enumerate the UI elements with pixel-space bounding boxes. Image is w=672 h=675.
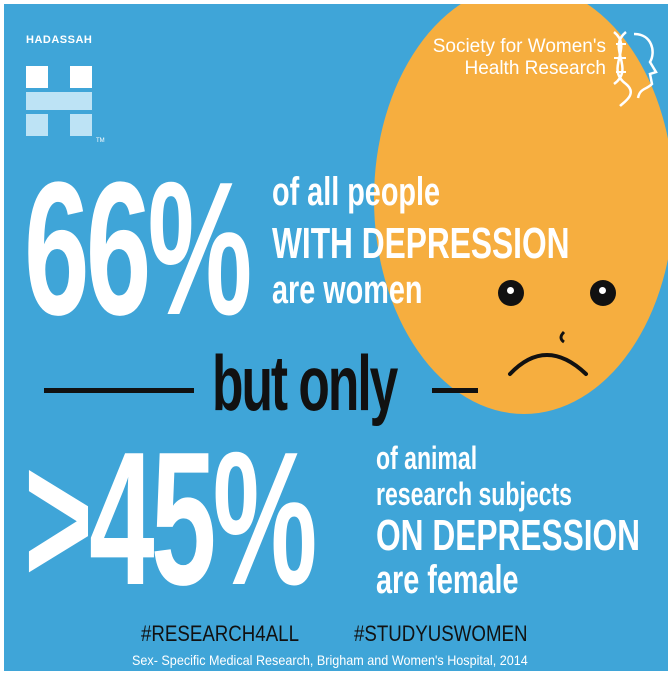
swhr-line-2: Health Research	[464, 58, 606, 79]
swhr-line-1: Society for Women's	[432, 36, 606, 57]
swhr-wordmark: Society for Women's Health Research	[433, 36, 606, 80]
infographic-poster: HADASSAH TM Society for Women's Health R…	[4, 4, 668, 671]
dna-woman-profile-icon	[613, 31, 658, 107]
right-eye-icon	[590, 280, 616, 306]
stat1-line-1: of all people	[272, 170, 441, 214]
stat2-line-2: research subjects	[376, 476, 572, 512]
left-eye-icon	[498, 280, 524, 306]
divider-but-only: but only	[212, 339, 398, 427]
stat2-line-3: ON DEPRESSION	[376, 511, 641, 560]
trademark-mark: TM	[96, 138, 105, 144]
hashtag-studyuswomen: #STUDYUSWOMEN	[354, 621, 528, 646]
hadassah-h-logo-icon: TM	[26, 66, 105, 144]
hadassah-wordmark: HADASSAH	[26, 34, 93, 46]
stat2-line-1: of animal	[376, 440, 478, 476]
source-citation: Sex- Specific Medical Research, Brigham …	[132, 652, 528, 668]
stat1-line-2: WITH DEPRESSION	[272, 219, 570, 268]
sad-mouth-icon	[508, 330, 588, 376]
stat-66-percent: 66%	[24, 143, 252, 355]
stat-45-percent: >45%	[24, 413, 317, 625]
hashtag-research4all: #RESEARCH4ALL	[141, 621, 299, 646]
stat1-line-3: are women	[272, 268, 423, 312]
stat2-line-4: are female	[376, 558, 519, 602]
divider-rule-left	[44, 388, 194, 393]
divider-rule-right	[432, 388, 478, 393]
